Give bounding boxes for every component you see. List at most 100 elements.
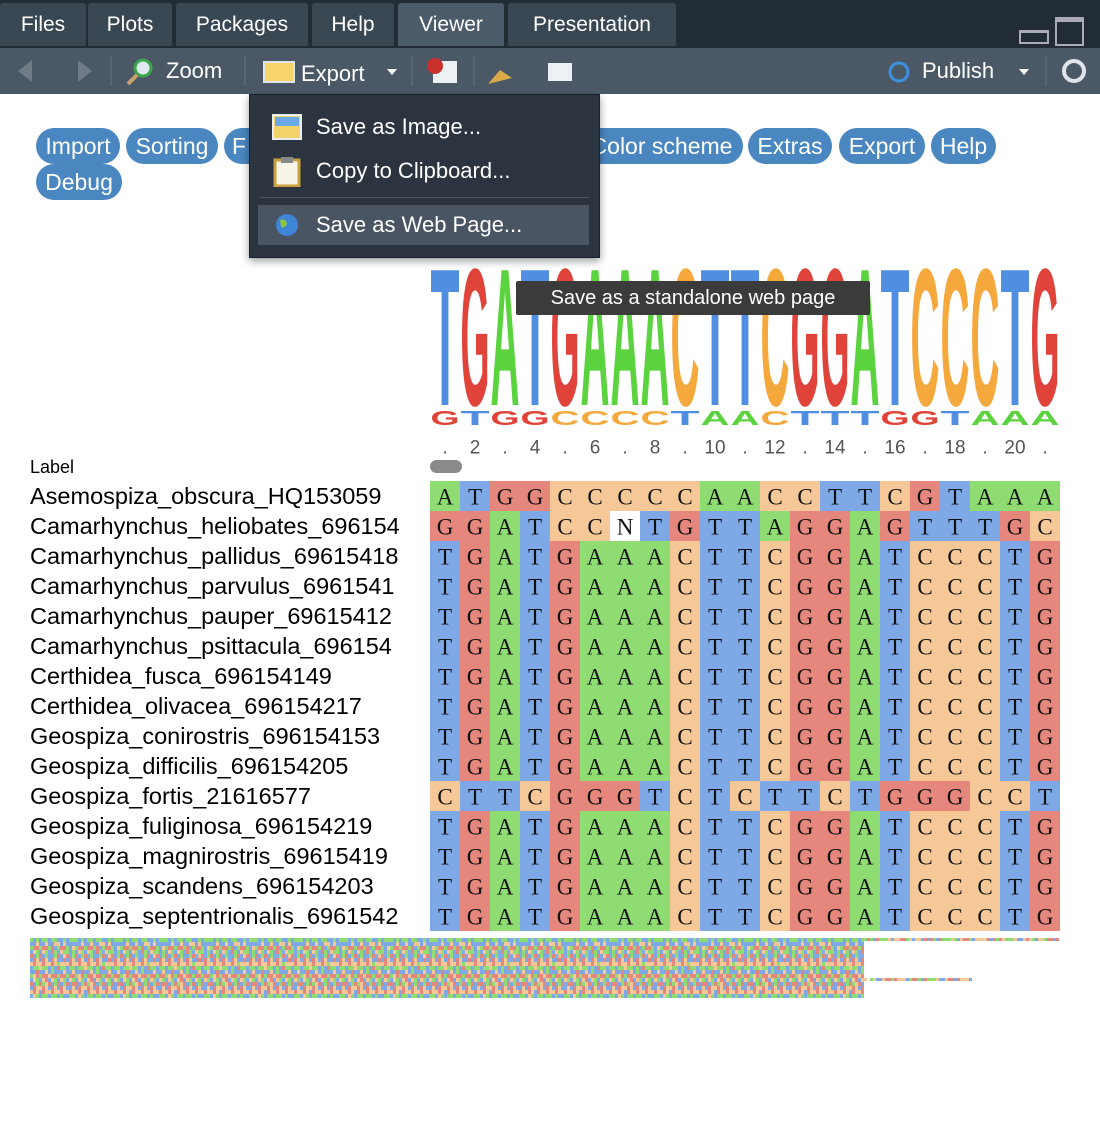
overview-cell — [273, 986, 276, 990]
overview-cell — [468, 978, 471, 982]
overview-cell — [561, 970, 564, 974]
export-icon[interactable] — [263, 61, 295, 83]
overview-cell — [570, 962, 573, 966]
overview-cell — [339, 986, 342, 990]
overview-cell — [531, 978, 534, 982]
cell — [550, 601, 580, 631]
overview-cell — [405, 990, 408, 994]
cell-letter: C — [767, 545, 782, 570]
overview-cell — [567, 950, 570, 954]
cell-letter: T — [528, 755, 542, 780]
overview-cell — [36, 950, 39, 954]
overview-cell — [363, 994, 366, 998]
clear-icon[interactable] — [488, 70, 512, 84]
cell — [880, 721, 910, 751]
overview-cell — [264, 938, 267, 942]
cell — [460, 721, 490, 751]
overview-cell — [390, 958, 393, 962]
overview-cell — [717, 982, 720, 986]
overview-cell — [219, 970, 222, 974]
popout-icon[interactable] — [548, 63, 572, 81]
overview-cell — [678, 970, 681, 974]
overview-cell — [744, 950, 747, 954]
overview-cell — [465, 994, 468, 998]
overview-cell — [741, 950, 744, 954]
overview-cell — [294, 986, 297, 990]
overview-cell — [762, 978, 765, 982]
overview-cell — [420, 962, 423, 966]
overview-cell — [138, 990, 141, 994]
overview-cell — [570, 946, 573, 950]
overview-cell — [42, 938, 45, 942]
overview-cell — [621, 938, 624, 942]
overview-cell — [231, 990, 234, 994]
overview-cell — [282, 946, 285, 950]
overview-cell — [69, 962, 72, 966]
overview-cell — [72, 986, 75, 990]
overview-cell — [360, 974, 363, 978]
cell — [910, 721, 940, 751]
cell-letter: A — [587, 875, 604, 900]
overview-cell — [561, 978, 564, 982]
cell-letter: G — [827, 665, 844, 690]
overview-cell — [816, 990, 819, 994]
overview-cell — [855, 946, 858, 950]
overview-cell — [210, 986, 213, 990]
overview-cell — [672, 942, 675, 946]
overview-cell — [141, 982, 144, 986]
overview-cell — [252, 962, 255, 966]
cell-letter: T — [918, 515, 932, 540]
cell-letter: C — [917, 665, 932, 690]
tab[interactable]: Presentation — [508, 3, 676, 46]
overview-cell — [558, 962, 561, 966]
tab[interactable]: Viewer — [398, 3, 504, 46]
tab[interactable]: Help — [312, 3, 394, 46]
overview-cell — [165, 954, 168, 958]
publish-button[interactable]: Publish — [922, 58, 995, 83]
cell-letter: T — [888, 875, 902, 900]
zoom-icon[interactable] — [133, 58, 153, 78]
overview-cell — [321, 954, 324, 958]
overview-cell — [378, 970, 381, 974]
overview-cell — [255, 990, 258, 994]
overview-cell — [660, 978, 663, 982]
tab[interactable]: Files — [0, 3, 86, 46]
tab[interactable]: Plots — [88, 3, 172, 46]
overview-cell — [774, 982, 777, 986]
overview-cell — [540, 938, 543, 942]
overview-cell — [414, 974, 417, 978]
cell — [850, 841, 880, 871]
maximize-button[interactable] — [1055, 17, 1084, 46]
overview-cell — [372, 974, 375, 978]
back-icon[interactable] — [18, 60, 32, 82]
overview-cell — [396, 970, 399, 974]
overview-cell — [636, 982, 639, 986]
publish-icon[interactable] — [888, 61, 910, 83]
overview-cell — [210, 982, 213, 986]
overview-cell — [324, 942, 327, 946]
minimize-button[interactable] — [1019, 30, 1049, 44]
overview-cell — [861, 954, 864, 958]
overview-cell — [150, 986, 153, 990]
overview-cell — [129, 978, 132, 982]
refresh-icon[interactable] — [1062, 59, 1086, 83]
overview-cell — [210, 946, 213, 950]
overview-cell — [576, 950, 579, 954]
cell-letter: C — [947, 755, 962, 780]
cell-letter: T — [438, 755, 452, 780]
overview-cell — [354, 994, 357, 998]
forward-icon[interactable] — [78, 60, 92, 82]
overview-cell — [309, 966, 312, 970]
overview-cell — [732, 938, 735, 942]
overview-cell — [744, 954, 747, 958]
overview-cell — [717, 986, 720, 990]
overview-cell — [177, 978, 180, 982]
overview-cell — [465, 982, 468, 986]
zoom-button[interactable]: Zoom — [166, 58, 223, 83]
export-button[interactable]: Export — [301, 61, 365, 86]
overview-cell — [555, 982, 558, 986]
overview-cell — [396, 966, 399, 970]
overview-cell — [564, 990, 567, 994]
overview-cell — [111, 938, 114, 942]
tab[interactable]: Packages — [176, 3, 308, 46]
